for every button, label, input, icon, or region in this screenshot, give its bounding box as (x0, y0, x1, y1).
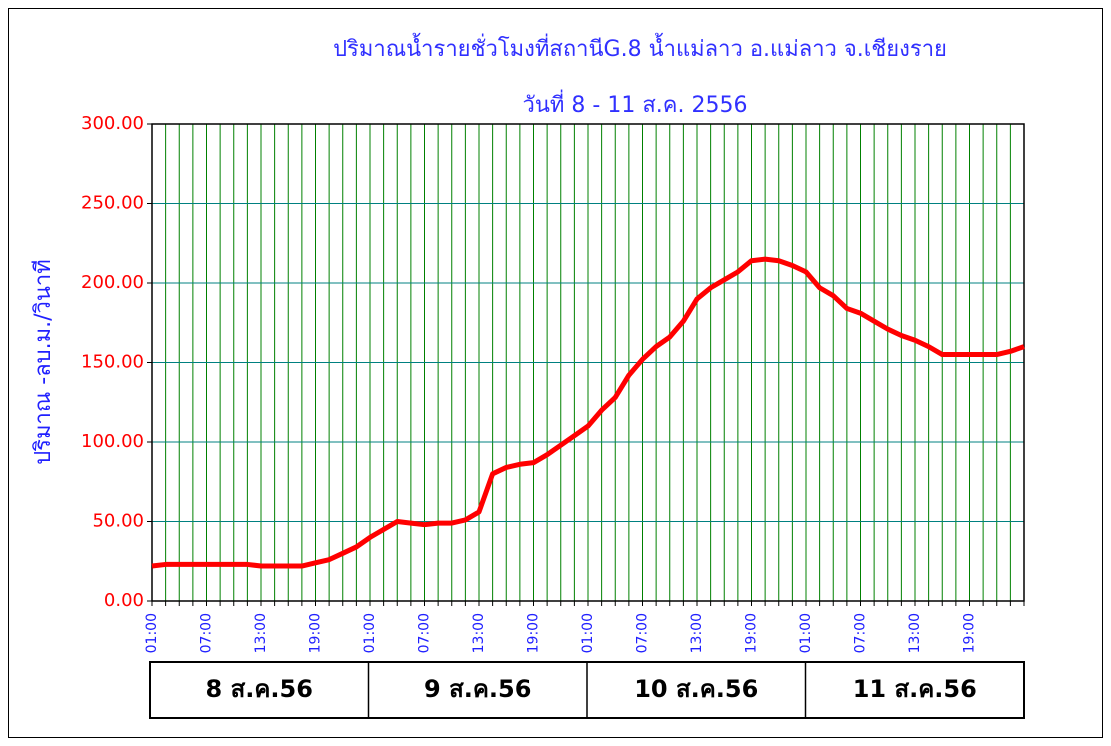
x-tick-label: 19:00 (962, 613, 978, 653)
chart-title: ปริมาณน้ำรายชั่วโมงที่สถานีG.8 น้ำแม่ลาว… (333, 33, 947, 62)
x-tick-label: 07:00 (635, 613, 651, 653)
frame (8, 8, 1103, 738)
x-tick-label: 01:00 (798, 613, 814, 653)
day-label: 9 ส.ค.56 (424, 675, 531, 703)
day-label: 10 ส.ค.56 (634, 675, 758, 703)
day-label: 11 ส.ค.56 (853, 675, 977, 703)
x-tick-label: 01:00 (362, 613, 378, 653)
x-tick-label: 07:00 (199, 613, 215, 653)
x-tick-label: 13:00 (471, 613, 487, 653)
y-tick-label: 50.00 (92, 511, 144, 532)
y-axis-label: ปริมาณ -ลบ.ม./วินาที (31, 259, 56, 465)
x-tick-label: 19:00 (526, 613, 542, 653)
y-tick-label: 0.00 (104, 590, 144, 611)
x-tick-label: 19:00 (308, 613, 324, 653)
x-tick-label: 07:00 (853, 613, 869, 653)
x-tick-label: 07:00 (417, 613, 433, 653)
y-tick-label: 250.00 (81, 193, 144, 214)
x-tick-label: 13:00 (907, 613, 923, 653)
chart-subtitle: วันที่ 8 - 11 ส.ค. 2556 (523, 89, 748, 118)
x-tick-label: 13:00 (689, 613, 705, 653)
y-tick-label: 200.00 (81, 272, 144, 293)
y-tick-label: 300.00 (81, 113, 144, 134)
x-tick-label: 01:00 (580, 613, 596, 653)
day-label: 8 ส.ค.56 (206, 675, 313, 703)
data-line (151, 256, 1025, 569)
x-tick-label: 13:00 (253, 613, 269, 653)
y-tick-label: 150.00 (81, 352, 144, 373)
x-tick-label: 19:00 (744, 613, 760, 653)
y-tick-label: 100.00 (81, 431, 144, 452)
plot-border (151, 123, 1025, 602)
x-tick-label: 01:00 (144, 613, 160, 653)
